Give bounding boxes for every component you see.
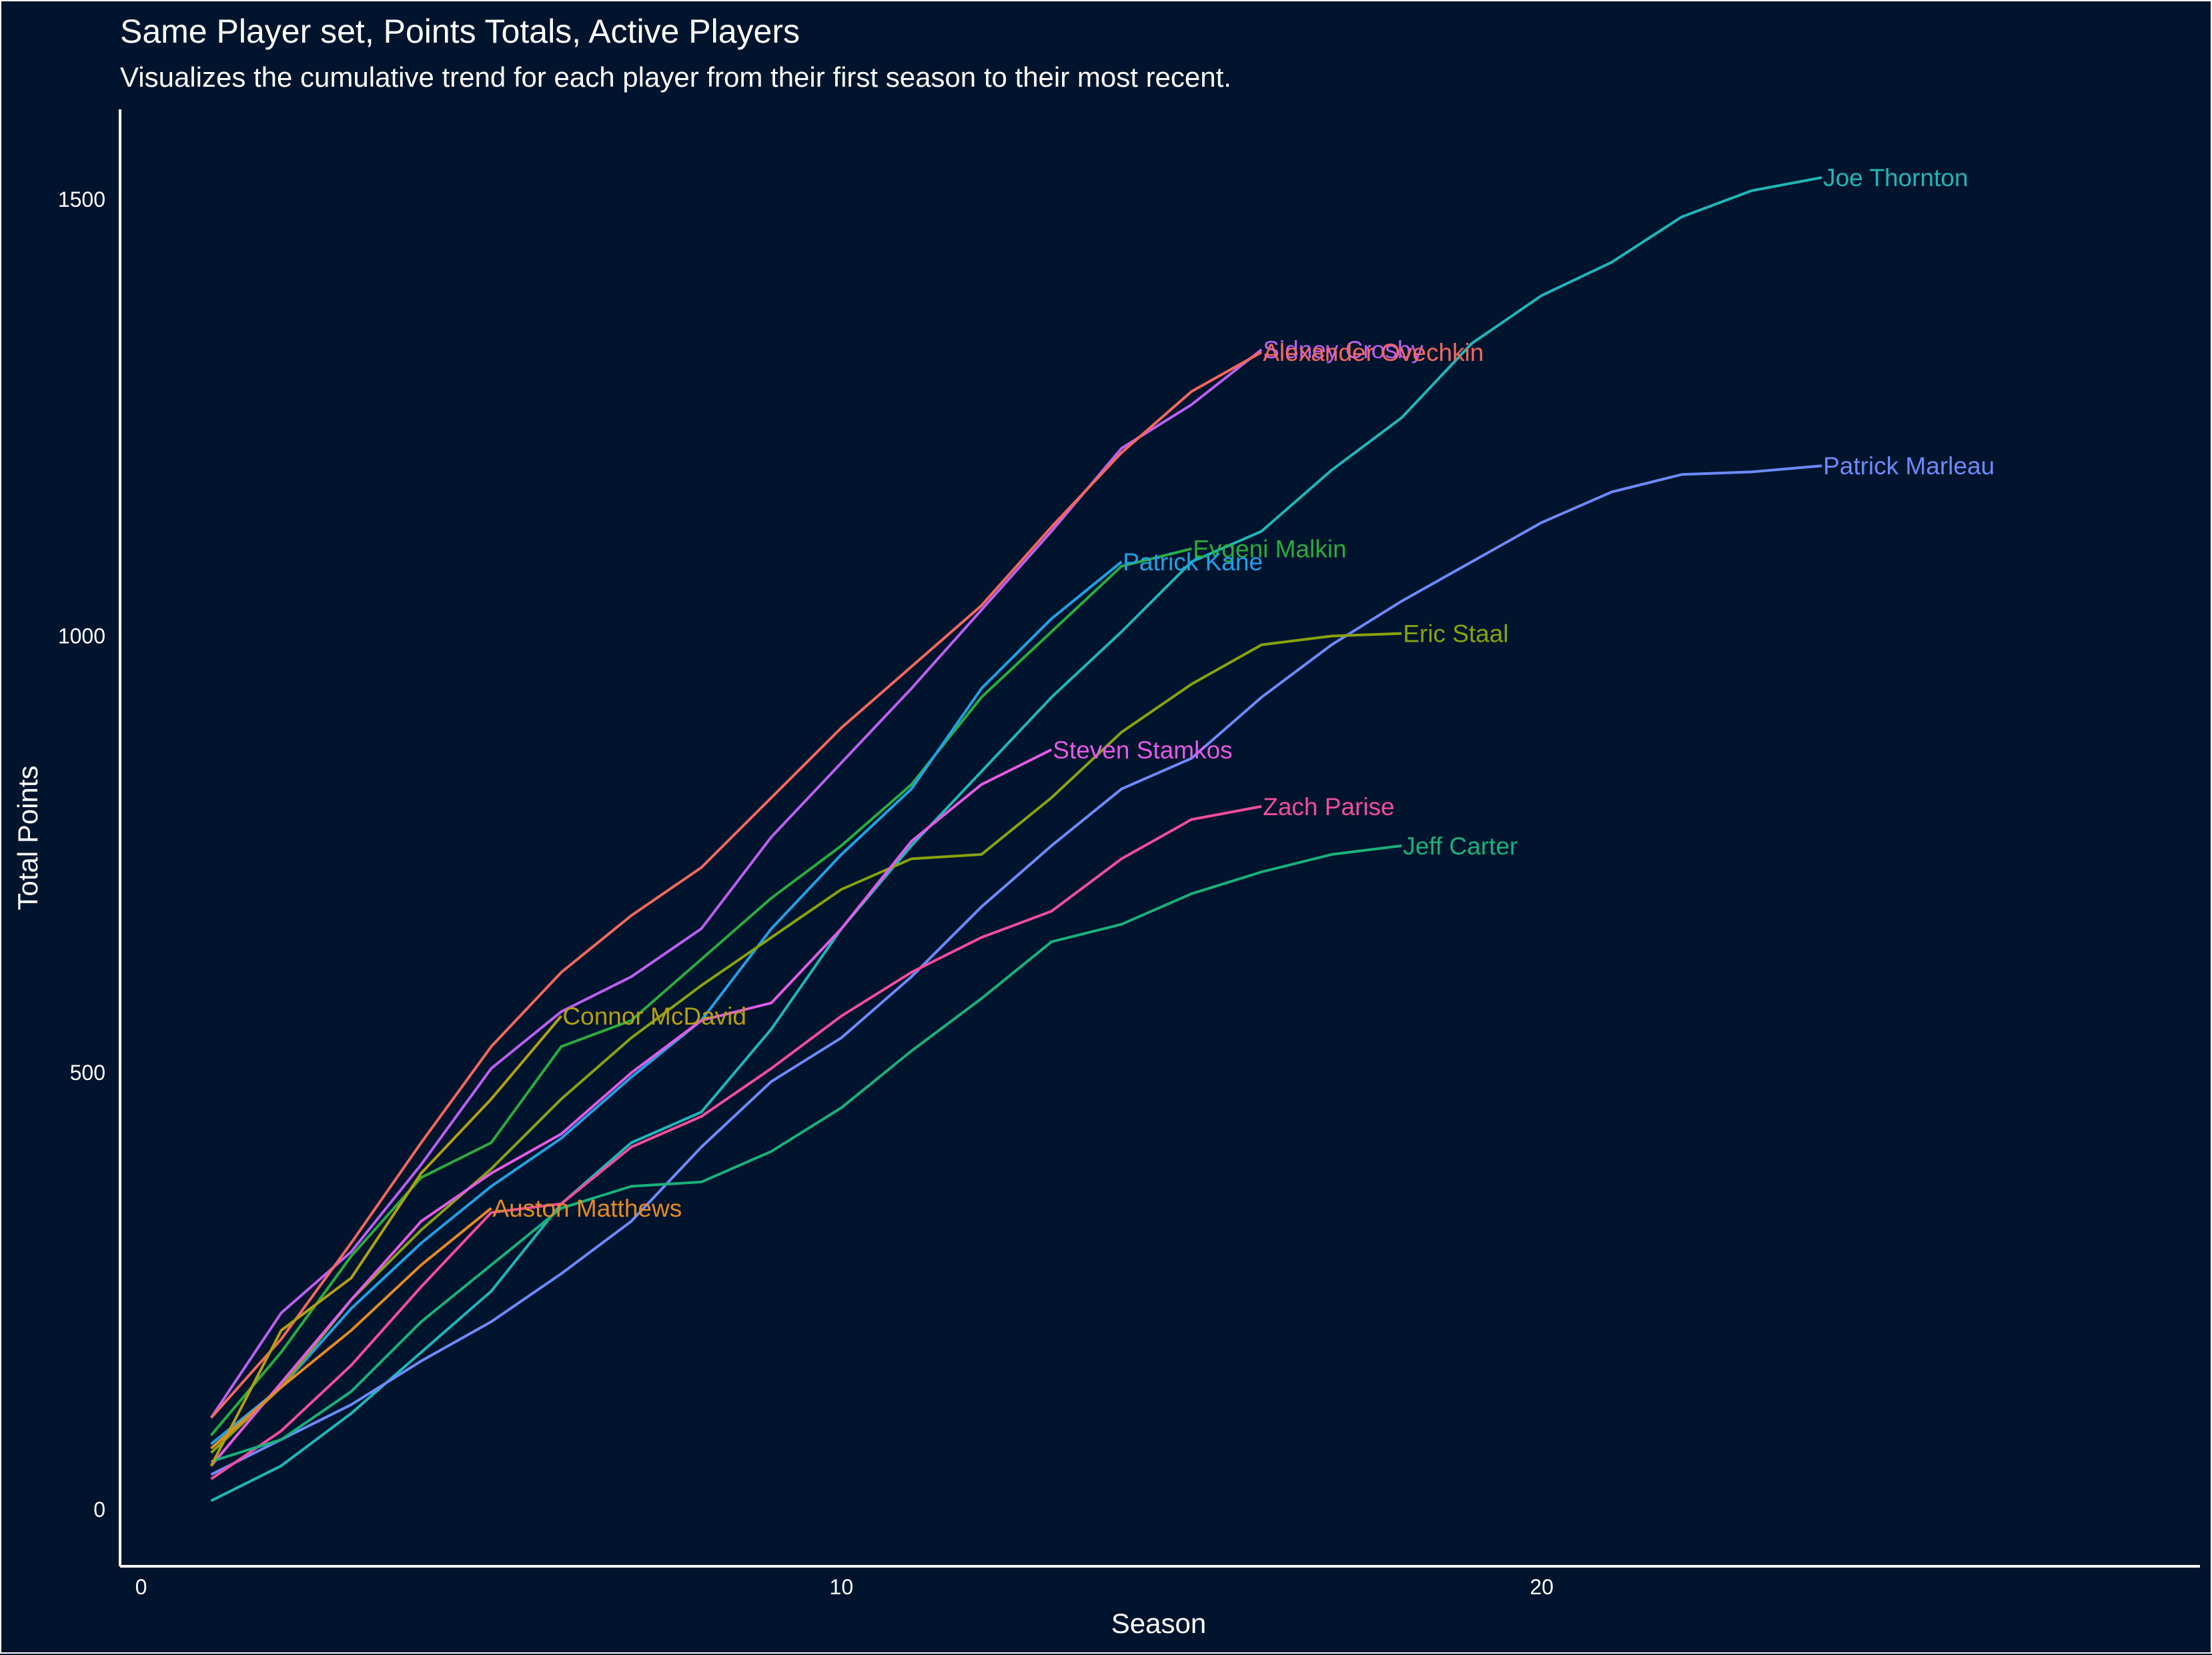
series-line-sidney-crosby [209, 348, 1263, 1419]
series-label-patrick-marleau: Patrick Marleau [1823, 452, 1995, 480]
series-label-auston-matthews: Auston Matthews [492, 1195, 682, 1222]
y-tick-label: 0 [93, 1498, 105, 1522]
series-label-steven-stamkos: Steven Stamkos [1053, 736, 1232, 764]
series-label-alexander-ovechkin: Alexander Ovechkin [1263, 339, 1484, 366]
series-label-jeff-carter: Jeff Carter [1403, 833, 1518, 860]
series-line-evgeni-malkin [209, 547, 1192, 1436]
x-tick-label: 10 [830, 1575, 854, 1599]
series-line-connor-mcdavid [209, 1015, 562, 1467]
series-label-eric-staal: Eric Staal [1403, 620, 1508, 648]
axes [119, 109, 2200, 1568]
series-labels: Joe Thornton Patrick Marleau Sidney Crosby… [492, 164, 1995, 1222]
chart-subtitle: Visualizes the cumulative trend for each… [120, 61, 1231, 93]
series-line-steven-stamkos [209, 748, 1053, 1467]
series-line-patrick-marleau [210, 464, 1822, 1476]
series-line-zach-parise [210, 804, 1262, 1480]
series-label-patrick-kane: Patrick Kane [1123, 548, 1263, 576]
tick-labels: 0 500 1000 1500 0 10 20 [58, 187, 1554, 1599]
series-line-alexander-ovechkin [210, 351, 1263, 1419]
y-axis-title: Total Points [12, 765, 43, 910]
series-label-joe-thornton: Joe Thornton [1823, 164, 1968, 191]
y-tick-label: 1000 [58, 624, 105, 648]
series-lines [209, 176, 1822, 1502]
series-line-patrick-kane [210, 560, 1123, 1446]
series-label-evgeni-malkin: Evgeni Malkin [1193, 536, 1346, 563]
series-label-zach-parise: Zach Parise [1263, 793, 1394, 820]
series-line-joe-thornton [210, 176, 1822, 1502]
series-label-connor-mcdavid: Connor McDavid [562, 1003, 746, 1030]
x-axis-title: Season [1111, 1608, 1206, 1639]
x-tick-label: 0 [135, 1575, 147, 1599]
series-line-jeff-carter [210, 844, 1402, 1463]
y-tick-label: 500 [70, 1061, 105, 1085]
x-tick-label: 20 [1530, 1575, 1554, 1599]
series-line-auston-matthews [210, 1207, 492, 1450]
y-tick-label: 1500 [58, 187, 105, 211]
series-label-sidney-crosby: Sidney Crosby [1263, 336, 1424, 364]
chart-title: Same Player set, Points Totals, Active P… [120, 13, 800, 50]
series-line-eric-staal [210, 632, 1402, 1454]
